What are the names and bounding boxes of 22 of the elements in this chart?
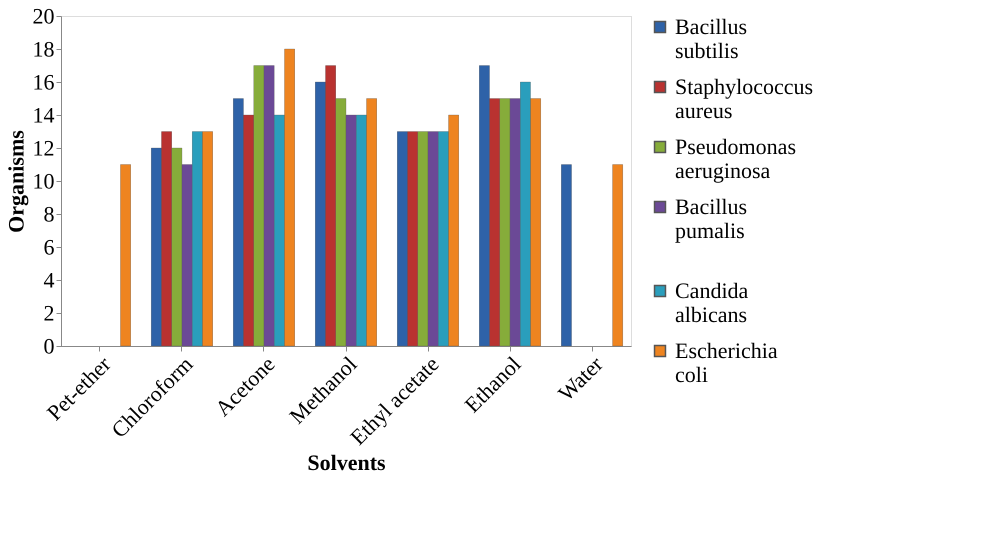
- y-axis-title: Organisms: [4, 130, 28, 233]
- y-tick-label: 16: [32, 70, 54, 94]
- y-tick-label: 14: [32, 102, 54, 128]
- legend-label: Escherichia coli: [675, 338, 778, 387]
- legend-label: Pseudomonas aeruginosa: [675, 134, 796, 183]
- y-tick-label: 10: [32, 168, 54, 194]
- legend-label: Staphylococcus aureus: [675, 74, 814, 123]
- y-tick-label: 8: [44, 202, 54, 226]
- y-tick-label: 18: [32, 36, 54, 62]
- y-tick-label: 0: [44, 334, 54, 358]
- legend-label: Bacillus pumalis: [675, 194, 748, 243]
- legend-label: Bacillus subtilis: [675, 14, 748, 63]
- legend-label: Candida albicans: [675, 278, 749, 327]
- y-tick-label: 12: [32, 136, 54, 160]
- x-axis-title: Solvents: [307, 450, 386, 476]
- y-tick-label: 2: [44, 300, 54, 326]
- bar: [612, 164, 623, 346]
- y-tick-label: 4: [44, 268, 54, 292]
- y-tick-label: 6: [44, 234, 54, 260]
- y-tick-label: 20: [32, 4, 54, 28]
- bar: [561, 164, 572, 346]
- bar: [120, 164, 131, 346]
